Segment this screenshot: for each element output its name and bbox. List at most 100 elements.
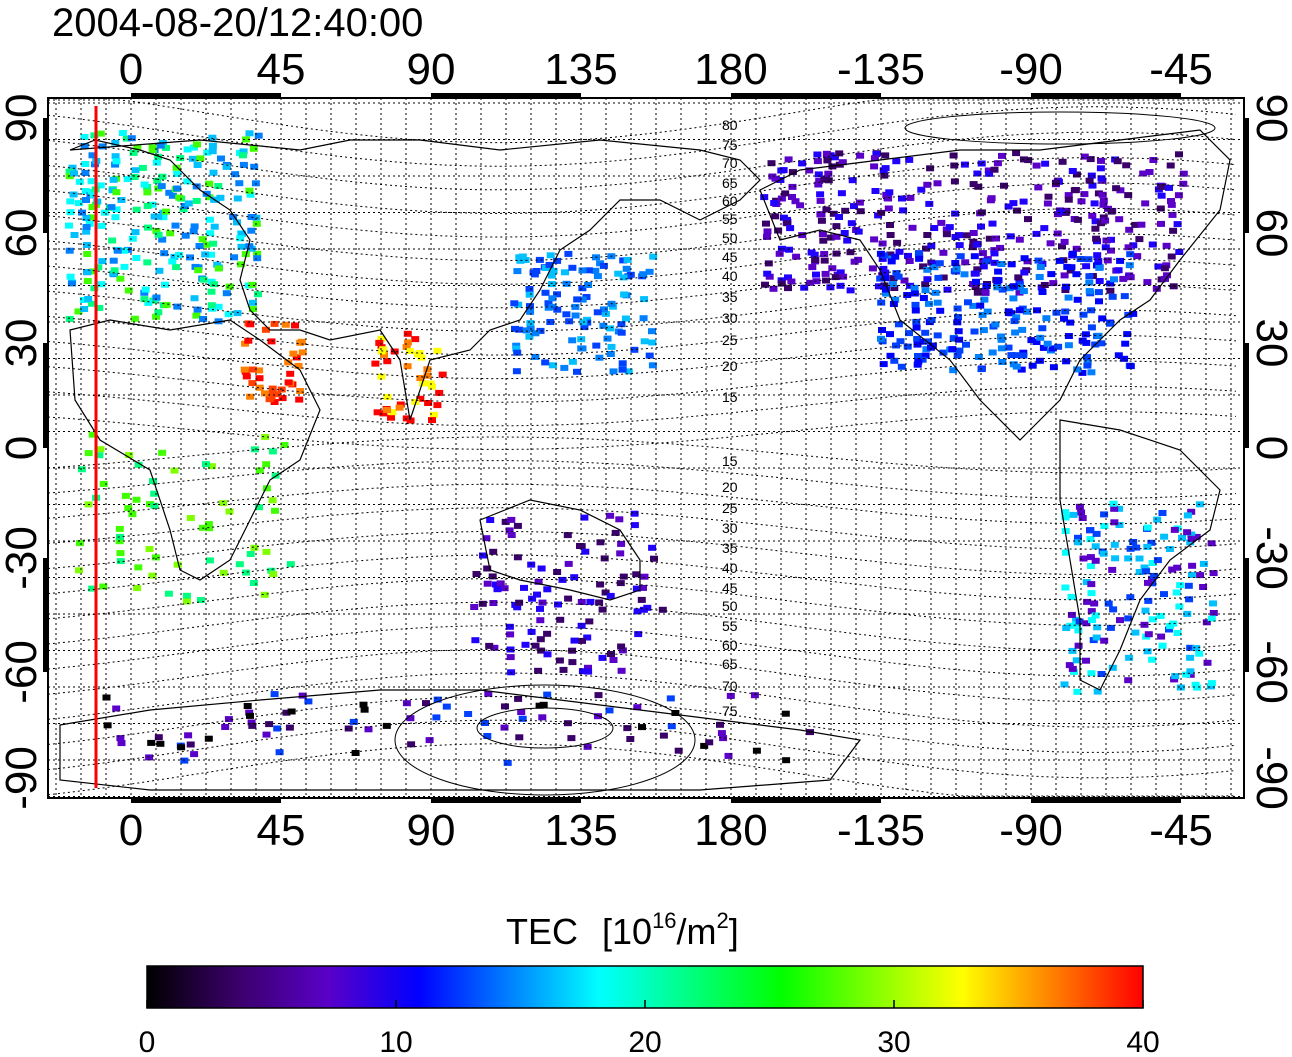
tec-cell bbox=[1080, 191, 1089, 198]
tec-cell bbox=[949, 335, 958, 342]
tec-cell bbox=[109, 257, 118, 264]
tec-cell bbox=[922, 245, 930, 252]
tec-cell bbox=[763, 233, 771, 240]
tec-cell bbox=[884, 205, 893, 212]
tec-cell bbox=[674, 747, 683, 754]
tec-cell bbox=[1069, 511, 1078, 518]
tec-cell bbox=[1116, 617, 1124, 624]
tec-cell bbox=[224, 716, 233, 723]
tec-cell bbox=[165, 189, 174, 196]
tec-cell bbox=[634, 631, 643, 638]
tec-cell bbox=[553, 306, 562, 313]
tec-cell bbox=[175, 194, 184, 201]
tec-cell bbox=[847, 220, 856, 227]
tec-cell bbox=[619, 274, 628, 281]
tec-cell bbox=[275, 749, 284, 756]
tec-cell bbox=[831, 274, 840, 281]
tec-cell bbox=[157, 183, 166, 190]
lat-tick-right: -90 bbox=[1247, 746, 1292, 810]
tec-cell bbox=[973, 289, 982, 296]
tec-cell bbox=[1097, 157, 1105, 164]
tec-cell bbox=[1126, 251, 1135, 258]
tec-cell bbox=[584, 664, 592, 671]
tec-cell bbox=[103, 722, 112, 729]
tec-cell bbox=[821, 270, 830, 277]
tec-cell bbox=[428, 417, 436, 424]
tec-cell bbox=[1115, 505, 1124, 512]
tec-cell bbox=[193, 306, 202, 313]
tec-cell bbox=[1004, 308, 1013, 315]
tec-cell bbox=[205, 525, 213, 532]
tec-cell bbox=[109, 176, 118, 183]
tec-cell bbox=[209, 169, 218, 176]
tec-cell bbox=[512, 345, 521, 352]
tec-cell bbox=[578, 637, 586, 644]
tec-cell bbox=[286, 561, 295, 568]
tec-cell bbox=[1141, 568, 1150, 575]
magnetic-contour bbox=[47, 233, 1237, 285]
tec-cell bbox=[921, 287, 930, 294]
tec-cell bbox=[87, 178, 96, 185]
tec-cell bbox=[373, 409, 382, 416]
tec-cell bbox=[939, 249, 948, 256]
tec-cell bbox=[131, 167, 140, 174]
tec-cell bbox=[66, 273, 75, 280]
tec-cell bbox=[219, 500, 228, 507]
tec-cell bbox=[154, 309, 163, 316]
tec-cell bbox=[435, 389, 444, 396]
tec-cell bbox=[1099, 550, 1108, 557]
tec-cell bbox=[154, 734, 163, 741]
tec-cell bbox=[878, 240, 887, 247]
tec-cell bbox=[1093, 688, 1102, 695]
tec-cell bbox=[599, 322, 608, 329]
tec-cell bbox=[201, 251, 210, 258]
tec-cell bbox=[1060, 272, 1069, 279]
right-tick-bar bbox=[1244, 558, 1249, 672]
tec-cell bbox=[161, 208, 170, 215]
tec-cell bbox=[886, 232, 895, 238]
tec-cell bbox=[577, 622, 586, 629]
magnetic-contour bbox=[47, 385, 1237, 427]
tec-cell bbox=[1141, 200, 1150, 207]
tec-cell bbox=[140, 289, 149, 296]
tec-cell bbox=[798, 160, 807, 167]
tec-cell bbox=[1095, 298, 1103, 305]
tec-cell bbox=[286, 370, 295, 377]
tec-cell bbox=[606, 512, 615, 519]
tec-cell bbox=[1203, 659, 1212, 666]
tec-cell bbox=[950, 178, 959, 185]
bottom-tick-bar bbox=[131, 798, 281, 803]
tec-cell bbox=[578, 296, 587, 303]
tec-cell bbox=[121, 492, 130, 499]
tec-cell bbox=[548, 362, 557, 369]
tec-cell bbox=[148, 201, 157, 208]
magnetic-contour bbox=[47, 625, 1237, 677]
tec-cell bbox=[568, 659, 577, 666]
tec-cell bbox=[816, 191, 825, 198]
tec-cell bbox=[1087, 608, 1096, 615]
tec-cell bbox=[359, 701, 368, 708]
tec-cell bbox=[402, 344, 411, 350]
tec-cell bbox=[419, 380, 428, 387]
tec-cell bbox=[151, 554, 160, 561]
colorbar-unit-mid: /m bbox=[677, 911, 717, 952]
tec-cell bbox=[796, 202, 805, 209]
tec-cell bbox=[615, 516, 624, 523]
tec-cell bbox=[252, 220, 261, 227]
magnetic-contour bbox=[47, 601, 1237, 652]
tec-cell bbox=[548, 295, 557, 302]
tec-cell bbox=[190, 295, 199, 302]
tec-cell bbox=[788, 194, 796, 200]
tec-cell bbox=[1088, 182, 1097, 189]
tec-cell bbox=[998, 152, 1006, 159]
tec-cell bbox=[1154, 263, 1163, 270]
tec-cell bbox=[225, 283, 234, 290]
tec-cell bbox=[777, 195, 786, 202]
tec-cell bbox=[248, 380, 257, 387]
tec-cell bbox=[897, 363, 906, 370]
tec-cell bbox=[1022, 308, 1031, 315]
tec-cell bbox=[248, 281, 257, 288]
tec-cell bbox=[182, 598, 191, 605]
tec-cell bbox=[564, 595, 573, 602]
tec-cell bbox=[173, 185, 182, 192]
